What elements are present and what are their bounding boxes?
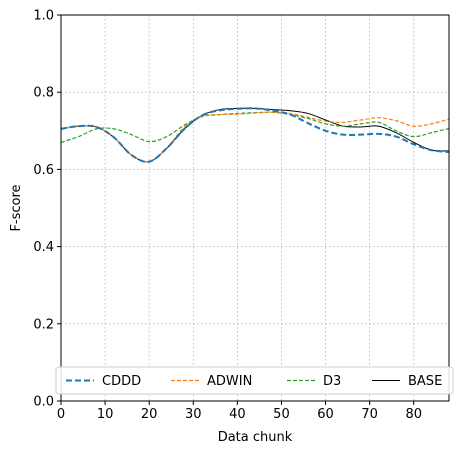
legend-label-base: BASE bbox=[408, 374, 442, 389]
y-tick-label: 0.0 bbox=[33, 395, 54, 410]
plot-frame bbox=[60, 14, 450, 402]
y-tick-label: 0.6 bbox=[33, 163, 54, 178]
x-tick-label: 60 bbox=[317, 407, 334, 422]
x-tick-label: 50 bbox=[273, 407, 290, 422]
legend-box bbox=[55, 366, 454, 395]
grid bbox=[60, 14, 449, 402]
legend-label-adwin: ADWIN bbox=[207, 374, 252, 389]
x-tick-label: 30 bbox=[185, 407, 202, 422]
series-line-cddd bbox=[60, 107, 450, 163]
axis-ticks: 0 10 20 30 40 50 60 70 80 0.0 0.2 0.4 0.6 0.8 1.0 bbox=[33, 9, 422, 423]
legend: CDDD ADWIN D3 BASE bbox=[55, 366, 454, 395]
series-line-adwin bbox=[60, 111, 450, 163]
series-line-d3 bbox=[60, 111, 450, 143]
legend-label-d3: D3 bbox=[323, 374, 341, 389]
x-tick-label: 80 bbox=[405, 407, 422, 422]
series-lines bbox=[60, 107, 450, 163]
x-tick-label: 0 bbox=[57, 407, 65, 422]
x-axis-label: Data chunk bbox=[218, 430, 293, 445]
legend-label-cddd: CDDD bbox=[102, 374, 141, 389]
x-tick-label: 70 bbox=[361, 407, 378, 422]
x-tick-label: 20 bbox=[141, 407, 158, 422]
x-tick-label: 10 bbox=[97, 407, 114, 422]
y-tick-label: 0.8 bbox=[33, 86, 54, 101]
y-tick-label: 0.2 bbox=[33, 317, 54, 332]
y-tick-label: 0.4 bbox=[33, 240, 54, 255]
x-tick-label: 40 bbox=[229, 407, 246, 422]
y-tick-label: 1.0 bbox=[33, 9, 54, 24]
y-axis-label: F-score bbox=[9, 184, 24, 231]
